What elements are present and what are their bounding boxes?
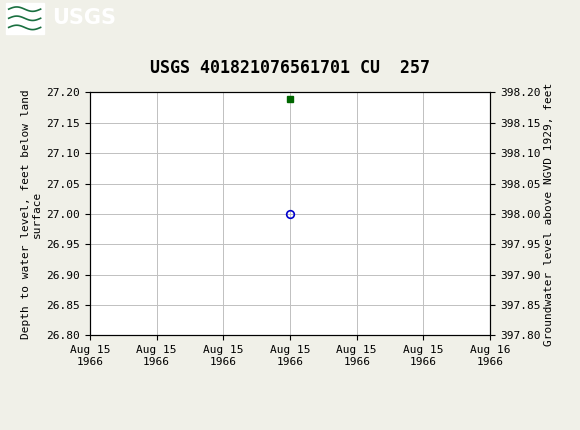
Y-axis label: Depth to water level, feet below land
surface: Depth to water level, feet below land su… bbox=[21, 89, 42, 339]
Y-axis label: Groundwater level above NGVD 1929, feet: Groundwater level above NGVD 1929, feet bbox=[545, 82, 554, 346]
Text: USGS: USGS bbox=[52, 8, 116, 28]
Bar bbox=[6, 3, 44, 34]
Text: USGS 401821076561701 CU  257: USGS 401821076561701 CU 257 bbox=[150, 59, 430, 77]
